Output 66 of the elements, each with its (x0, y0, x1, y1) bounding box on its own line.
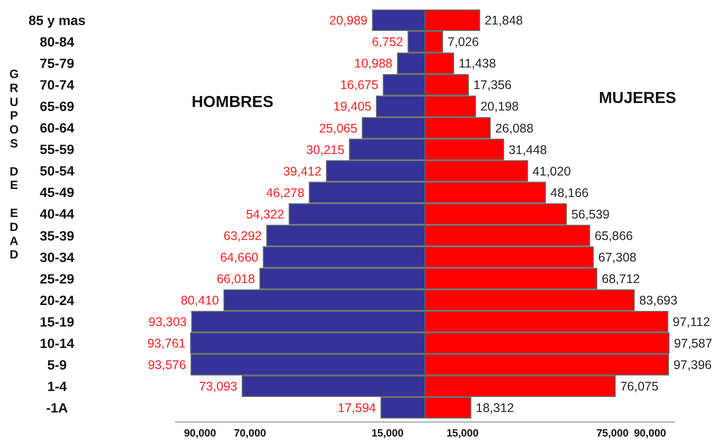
data-label: 64,660 (220, 250, 258, 264)
data-label: 97,112 (672, 315, 710, 330)
data-label: 76,075 (620, 380, 658, 394)
y-tick-label: 10-14 (40, 336, 75, 351)
data-label: 26,088 (495, 121, 534, 136)
y-tick-label: 60-64 (40, 120, 75, 136)
y-tick-label: 75-79 (40, 56, 74, 72)
x-tick-label: 90,000 (634, 428, 666, 440)
data-label: 41,020 (532, 164, 571, 178)
data-label: 73,093 (199, 380, 238, 394)
y-tick-label: 80-84 (40, 34, 75, 50)
y-tick-label: 1-4 (47, 378, 68, 394)
data-label: 7,026 (448, 35, 479, 50)
data-label: 93,761 (147, 336, 186, 351)
data-label: 93,576 (148, 358, 186, 372)
data-label: 54,322 (246, 207, 284, 222)
data-label: 31,448 (508, 142, 547, 157)
data-label: 67,308 (598, 250, 637, 264)
data-label: 83,693 (639, 293, 678, 308)
data-label: 16,675 (340, 78, 378, 92)
x-tick-label: 70,000 (234, 428, 266, 440)
data-label: 63,292 (224, 228, 262, 243)
y-tick-label: 55-59 (40, 142, 74, 158)
data-label: 68,712 (602, 272, 640, 286)
data-label: 19,405 (333, 100, 372, 114)
data-label: 11,438 (458, 56, 496, 71)
data-label: 48,166 (550, 186, 589, 200)
data-label: 18,312 (476, 401, 514, 416)
y-tick-label: 65-69 (40, 99, 74, 114)
data-label: 17,594 (338, 401, 376, 416)
data-label: 17,356 (473, 78, 512, 92)
data-label: 30,215 (306, 142, 345, 157)
x-tick-label: 75,000 (596, 428, 629, 440)
data-label: 66,018 (216, 272, 255, 286)
y-tick-label: 50-54 (40, 164, 75, 179)
data-label: 97,396 (673, 358, 712, 372)
y-tick-label: -1A (46, 400, 68, 416)
y-tick-label: 20-24 (40, 292, 75, 308)
text: GRUPOS DE EDAD (9, 67, 19, 262)
data-label: 46,278 (266, 186, 304, 200)
y-tick-label: 30-34 (40, 250, 75, 265)
x-tick-label: 15,000 (371, 428, 404, 440)
data-label: 25,065 (319, 121, 358, 136)
text: MUJERES (598, 90, 676, 107)
data-label: 97,587 (674, 336, 712, 351)
data-label: 6,752 (372, 35, 404, 50)
data-label: 56,539 (571, 207, 610, 222)
data-label: 80,410 (180, 293, 220, 308)
data-label: 21,848 (484, 14, 523, 28)
y-tick-label: 85 y mas (28, 12, 86, 28)
y-tick-label: 25-29 (40, 271, 74, 286)
y-tick-label: 5-9 (47, 357, 67, 372)
y-tick-label: 15-19 (40, 314, 74, 330)
data-label: 10,988 (354, 56, 393, 71)
x-tick-label: 15,000 (446, 428, 479, 440)
data-label: 20,198 (480, 100, 519, 114)
y-tick-label: 35-39 (40, 228, 74, 244)
y-tick-label: 70-74 (40, 78, 75, 93)
data-label: 93,303 (148, 315, 187, 330)
data-label: 39,412 (283, 164, 322, 178)
x-tick-label: 90,000 (184, 428, 216, 440)
y-tick-label: 45-49 (40, 185, 74, 200)
y-tick-label: 40-44 (40, 206, 75, 222)
data-label: 65,866 (594, 228, 633, 243)
text: HOMBRES (192, 94, 274, 111)
data-label: 20,989 (329, 14, 368, 28)
